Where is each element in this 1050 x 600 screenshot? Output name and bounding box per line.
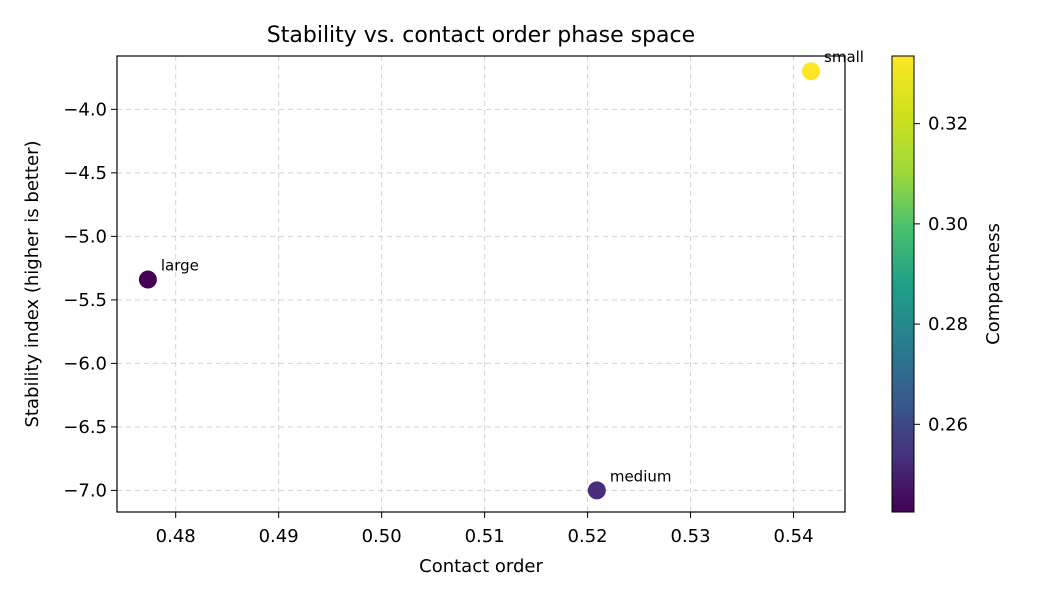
y-tick-label: −4.0 xyxy=(63,99,107,120)
y-tick-label: −5.5 xyxy=(63,290,107,311)
point-annotation-large: large xyxy=(161,257,199,275)
y-tick-label: −4.5 xyxy=(63,163,107,184)
y-axis-label: Stability index (higher is better) xyxy=(22,140,43,427)
x-tick-label: 0.51 xyxy=(465,526,505,547)
y-tick-label: −7.0 xyxy=(63,480,107,501)
colorbar-tick-label: 0.32 xyxy=(928,114,968,135)
data-points: large medium small xyxy=(138,48,864,500)
colorbar-label: Compactness xyxy=(983,223,1004,345)
grid-lines xyxy=(117,56,845,512)
point-annotation-small: small xyxy=(824,48,864,66)
data-point-large xyxy=(138,270,157,289)
x-tick-label: 0.48 xyxy=(156,526,196,547)
y-tick-label: −6.5 xyxy=(63,417,107,438)
y-axis-ticks: −4.0 −4.5 −5.0 −5.5 −6.0 −6.5 −7.0 xyxy=(63,99,117,501)
x-tick-label: 0.50 xyxy=(362,526,402,547)
chart-title: Stability vs. contact order phase space xyxy=(267,23,695,48)
x-tick-label: 0.53 xyxy=(671,526,711,547)
colorbar-ticks: 0.26 0.28 0.30 0.32 xyxy=(914,114,968,435)
plot-area-frame xyxy=(116,55,846,513)
x-axis-label: Contact order xyxy=(419,556,543,577)
x-tick-label: 0.54 xyxy=(773,526,813,547)
colorbar-tick-label: 0.28 xyxy=(928,314,968,335)
y-tick-label: −6.0 xyxy=(63,353,107,374)
x-tick-label: 0.49 xyxy=(259,526,299,547)
point-annotation-medium: medium xyxy=(610,467,672,485)
colorbar-tick-label: 0.30 xyxy=(928,214,968,235)
colorbar-tick-label: 0.26 xyxy=(928,414,968,435)
data-point-small xyxy=(802,62,821,81)
colorbar xyxy=(891,55,915,513)
x-tick-label: 0.52 xyxy=(568,526,608,547)
y-tick-label: −5.0 xyxy=(63,226,107,247)
x-axis-ticks: 0.48 0.49 0.50 0.51 0.52 0.53 0.54 xyxy=(156,512,814,547)
data-point-medium xyxy=(587,481,606,500)
